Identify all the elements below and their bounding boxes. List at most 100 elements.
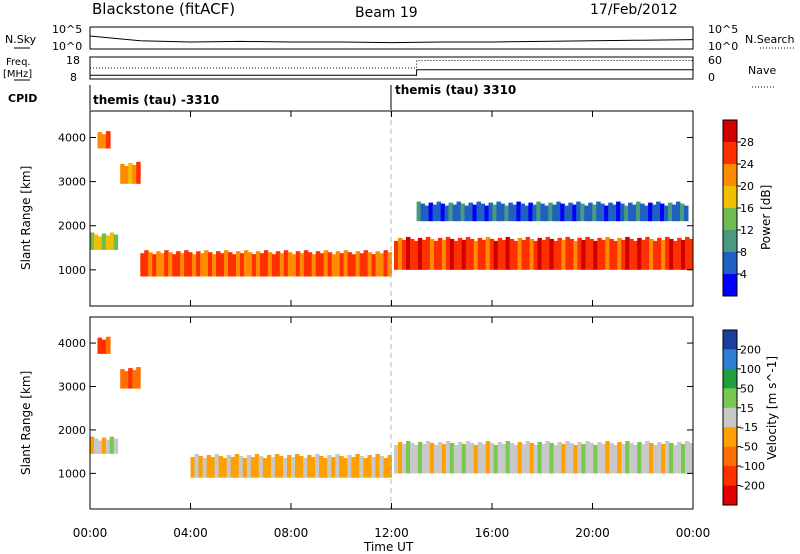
heatmap-cell [677,237,682,270]
heatmap-cell [505,441,511,474]
heatmap-cell [421,239,427,270]
heatmap-cell [263,250,269,277]
heatmap-cell [684,205,689,222]
heatmap-cell [327,455,332,478]
heatmap-cell [545,236,550,270]
x-tick-label: 16:00 [475,526,510,540]
heatmap-cell [113,438,119,454]
heatmap-cell [379,456,384,478]
heatmap-cell [202,458,208,478]
heatmap-cell [287,252,293,277]
colorbar-tick-label: 100 [740,363,761,376]
heatmap-cell [449,238,455,270]
heatmap-cell [212,254,217,277]
heatmap-cell [457,442,463,474]
heatmap-cell [529,238,535,270]
heatmap-cell [465,441,471,474]
heatmap-cell [657,237,662,270]
heatmap-cell [144,250,149,277]
heatmap-cell [537,237,542,270]
heatmap-cell [457,237,463,270]
heatmap-cell [660,203,665,222]
heatmap-cell [379,253,384,277]
heatmap-cell [565,441,570,474]
heatmap-cell [589,238,594,270]
colorbar-tick-label: 20 [740,180,754,193]
heatmap-cell [636,201,641,222]
y-tick-label: 1000 [58,264,86,277]
heatmap-cell [97,236,103,250]
heatmap-cell [488,202,493,222]
nave-label: Nave [748,64,776,77]
heatmap-cell [208,252,213,277]
nave-tick-bottom: 0 [708,71,715,84]
heatmap-cell [224,250,229,277]
heatmap-cell [461,444,467,474]
heatmap-cell [303,458,308,478]
heatmap-cell [410,443,415,474]
heatmap-cell [604,205,609,222]
heatmap-cell [406,236,411,270]
power-colorbar: 4 8 12 16 20 24 28 [722,119,754,297]
velocity-y-ticks: 1000 2000 3000 4000 [58,337,693,480]
heatmap-cell [553,240,558,270]
heatmap-cell [279,253,285,277]
cpid-segment-2: themis (tau) 3310 [395,83,516,97]
heatmap-cell [461,239,467,270]
heatmap-cell [236,251,241,277]
heatmap-cell [452,204,457,222]
heatmap-cell [617,237,622,270]
colorbar-swatch [723,208,737,231]
heatmap-cell [311,254,317,277]
heatmap-cell [480,203,485,222]
heatmap-cell [564,205,569,222]
heatmap-cell [516,201,521,222]
heatmap-cell [669,443,674,474]
heatmap-cell [266,455,272,478]
heatmap-cell [632,204,637,222]
heatmap-cell [109,232,115,250]
nave-tick-top: 60 [708,54,722,67]
colorbar-swatch [723,252,737,275]
heatmap-cell [536,201,541,222]
heatmap-cell [148,252,153,277]
heatmap-cell [525,236,531,270]
heatmap-cell [222,458,228,478]
heatmap-cell [432,204,438,222]
heatmap-cell [576,201,581,222]
x-tick-label: 00:00 [676,526,711,540]
heatmap-cell [359,456,364,478]
heatmap-cell [228,252,233,277]
heatmap-cell [533,445,538,474]
heatmap-cell [351,254,357,277]
heatmap-cell [198,456,203,478]
heatmap-cell [501,239,507,270]
heatmap-cell [597,237,602,270]
heatmap-cell [113,234,119,250]
heatmap-cell [97,337,103,354]
heatmap-cell [533,240,538,270]
heatmap-cell [398,442,403,474]
heatmap-cell [573,445,578,474]
heatmap-cell [371,457,376,478]
y-tick-label: 3000 [58,381,86,394]
heatmap-cell [580,203,585,222]
colorbar-swatch [723,186,737,209]
heatmap-cell [168,252,173,277]
heatmap-cell [521,239,527,270]
heatmap-cell [649,238,654,270]
colorbar-swatch [723,388,737,409]
heatmap-cell [416,201,422,222]
heatmap-cell [383,458,388,478]
x-tick-label: 04:00 [173,526,208,540]
heatmap-cell [560,203,565,222]
heatmap-cell [645,236,650,270]
heatmap-cell [477,237,483,270]
colorbar-tick-label: 24 [740,158,754,171]
heatmap-cell [673,445,678,474]
heatmap-cell [661,239,666,270]
colorbar-tick-label: -15 [740,421,758,434]
heatmap-cell [517,442,523,474]
heatmap-cell [90,436,95,454]
heatmap-cell [605,441,610,474]
